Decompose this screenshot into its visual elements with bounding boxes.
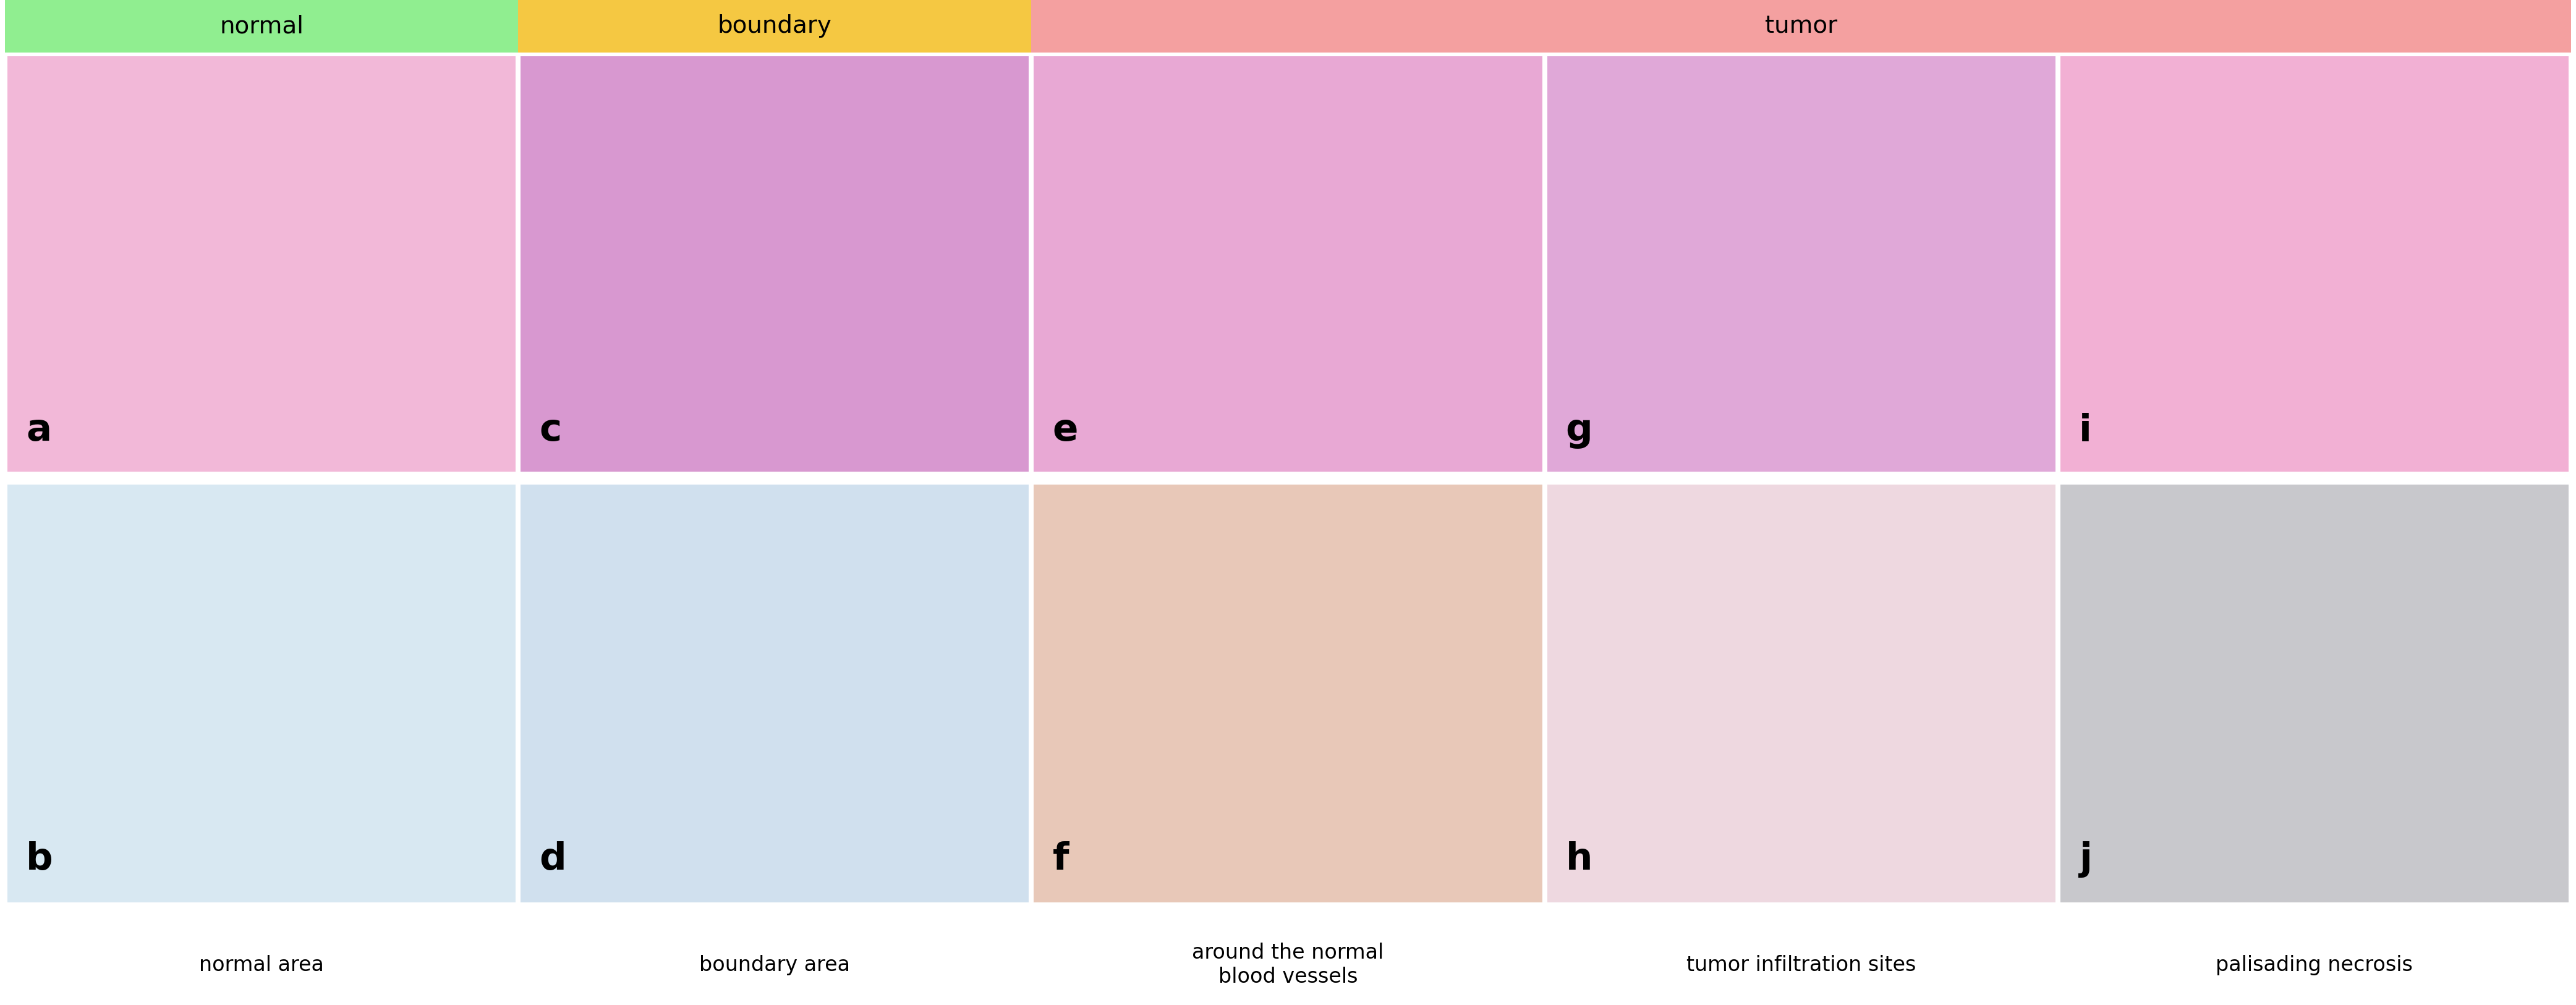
Text: palisading necrosis: palisading necrosis bbox=[2215, 955, 2414, 975]
Text: around the normal
blood vessels: around the normal blood vessels bbox=[1193, 943, 1383, 987]
Text: c: c bbox=[538, 413, 562, 449]
Text: boundary area: boundary area bbox=[698, 955, 850, 975]
FancyBboxPatch shape bbox=[1548, 56, 2056, 473]
FancyBboxPatch shape bbox=[8, 484, 515, 902]
Text: h: h bbox=[1566, 841, 1592, 877]
FancyBboxPatch shape bbox=[1548, 484, 2056, 902]
FancyBboxPatch shape bbox=[1030, 0, 2571, 52]
FancyBboxPatch shape bbox=[2061, 484, 2568, 902]
FancyBboxPatch shape bbox=[2061, 56, 2568, 473]
Text: b: b bbox=[26, 841, 54, 877]
Text: d: d bbox=[538, 841, 567, 877]
Text: normal area: normal area bbox=[198, 955, 325, 975]
Text: e: e bbox=[1054, 413, 1079, 449]
FancyBboxPatch shape bbox=[518, 0, 1030, 52]
Text: tumor infiltration sites: tumor infiltration sites bbox=[1687, 955, 1917, 975]
Text: f: f bbox=[1054, 841, 1069, 877]
FancyBboxPatch shape bbox=[5, 0, 518, 52]
Text: tumor: tumor bbox=[1765, 14, 1837, 38]
FancyBboxPatch shape bbox=[1033, 484, 1543, 902]
FancyBboxPatch shape bbox=[520, 484, 1028, 902]
Text: boundary: boundary bbox=[719, 14, 832, 38]
FancyBboxPatch shape bbox=[8, 56, 515, 473]
Text: i: i bbox=[2079, 413, 2092, 449]
Text: g: g bbox=[1566, 413, 1592, 449]
FancyBboxPatch shape bbox=[1033, 56, 1543, 473]
FancyBboxPatch shape bbox=[520, 56, 1028, 473]
Text: a: a bbox=[26, 413, 52, 449]
Text: normal: normal bbox=[219, 14, 304, 38]
Text: j: j bbox=[2079, 841, 2092, 877]
